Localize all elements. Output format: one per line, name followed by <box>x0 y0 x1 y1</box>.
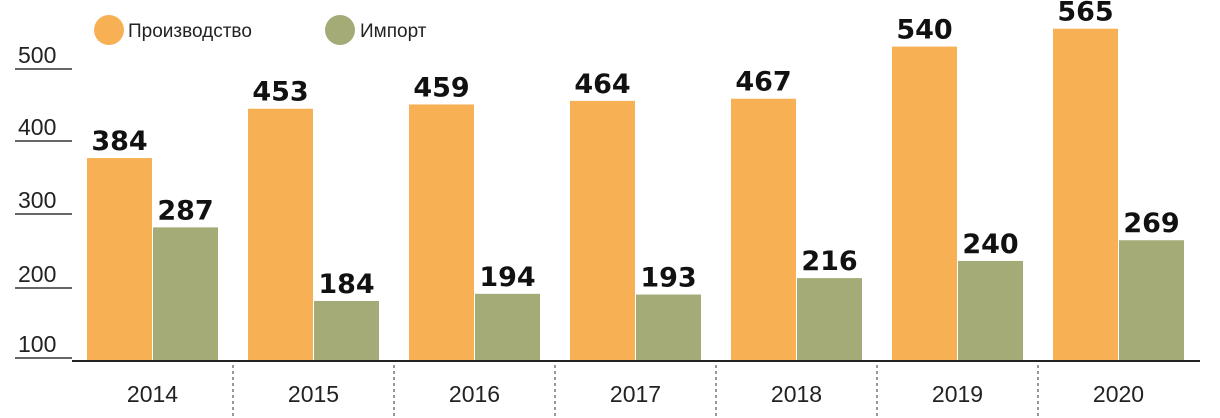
bar-production-2018 <box>731 98 796 362</box>
legend-label-import: Импорт <box>360 21 427 42</box>
x-tick-label-2019: 2019 <box>932 381 983 407</box>
bar-import-2015 <box>314 300 379 361</box>
x-tick-label-2015: 2015 <box>288 381 339 407</box>
bar-import-2014 <box>153 227 218 361</box>
bar-production-2019 <box>892 46 957 362</box>
value-labels-layer: 384 287 453 184 459 194 464 193 467 216 540 240 565 2… <box>91 0 1179 300</box>
value-label-import-2016: 194 <box>479 262 535 293</box>
value-label-import-2014: 287 <box>157 195 213 226</box>
y-axis: 100 200 300 400 500 <box>15 42 72 359</box>
value-label-import-2017: 193 <box>640 263 696 294</box>
bar-production-2016 <box>409 104 474 361</box>
value-label-production-2017: 464 <box>574 69 630 100</box>
x-tick-label-2018: 2018 <box>771 381 822 407</box>
bar-production-2015 <box>248 108 313 361</box>
y-tick-label-300: 300 <box>18 187 56 213</box>
value-label-production-2014: 384 <box>91 126 147 157</box>
x-tick-label-2017: 2017 <box>610 381 661 407</box>
value-label-import-2015: 184 <box>318 269 374 300</box>
bar-import-2020 <box>1119 240 1184 361</box>
category-dividers <box>232 365 1039 418</box>
value-label-production-2019: 540 <box>896 15 952 46</box>
y-tick-label-100: 100 <box>18 331 56 357</box>
bar-production-2020 <box>1053 28 1118 362</box>
legend-marker-import <box>325 15 355 45</box>
value-label-import-2018: 216 <box>801 246 857 277</box>
legend-marker-production <box>94 15 124 45</box>
y-tick-label-500: 500 <box>18 42 56 68</box>
value-label-import-2020: 269 <box>1123 208 1179 239</box>
bar-production-2014 <box>87 158 152 361</box>
legend-label-production: Производство <box>128 21 252 42</box>
y-tick-label-400: 400 <box>18 114 56 140</box>
x-axis-labels: 2014 2015 2016 2017 2018 2019 2020 <box>127 381 1144 407</box>
x-tick-label-2020: 2020 <box>1093 381 1144 407</box>
value-label-production-2018: 467 <box>735 67 791 98</box>
bar-production-2017 <box>570 100 635 362</box>
bar-import-2019 <box>958 260 1023 361</box>
value-label-production-2020: 565 <box>1057 0 1113 28</box>
bar-import-2016 <box>475 293 540 361</box>
x-tick-label-2014: 2014 <box>127 381 178 407</box>
value-label-production-2016: 459 <box>413 72 469 103</box>
bar-import-2018 <box>797 278 862 361</box>
y-tick-label-200: 200 <box>18 261 56 287</box>
x-tick-label-2016: 2016 <box>449 381 500 407</box>
legend: Производство Импорт <box>94 15 427 45</box>
bars-layer <box>87 28 1184 362</box>
bar-import-2017 <box>636 294 701 361</box>
value-label-production-2015: 453 <box>252 77 308 108</box>
value-label-import-2019: 240 <box>962 229 1018 260</box>
